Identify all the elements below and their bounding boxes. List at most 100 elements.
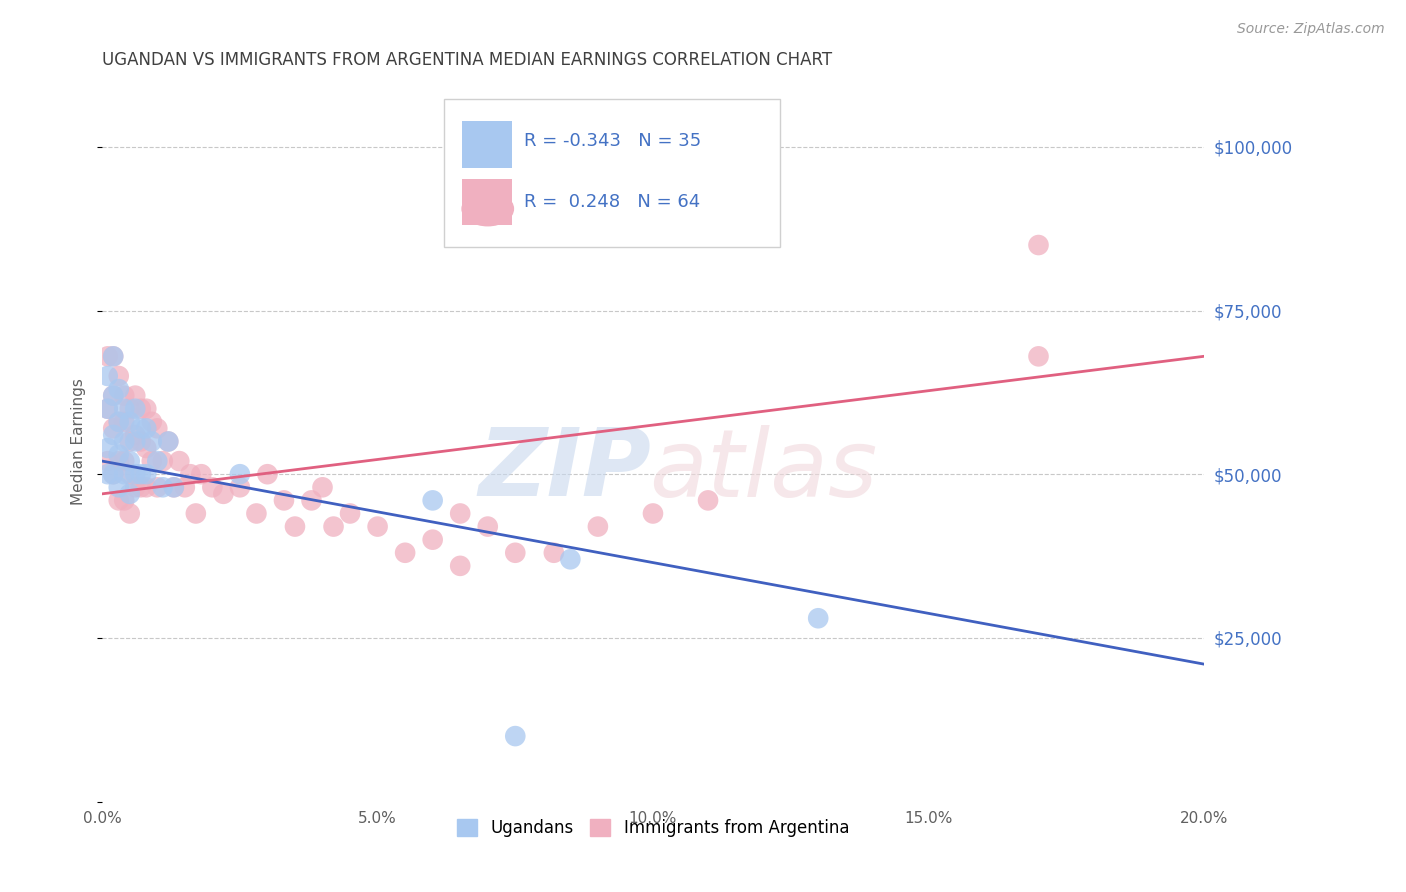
Point bbox=[118, 415, 141, 429]
Point bbox=[503, 546, 526, 560]
Point bbox=[97, 349, 120, 363]
Point bbox=[367, 519, 389, 533]
Point bbox=[184, 507, 207, 521]
Point bbox=[97, 401, 120, 416]
Point bbox=[157, 434, 180, 449]
Point bbox=[97, 401, 120, 416]
Point bbox=[135, 480, 157, 494]
Point bbox=[807, 611, 830, 625]
Point bbox=[586, 519, 609, 533]
Text: atlas: atlas bbox=[650, 425, 877, 516]
Point bbox=[107, 382, 129, 396]
Point bbox=[118, 487, 141, 501]
Point bbox=[560, 552, 582, 566]
Point bbox=[103, 349, 125, 363]
Point bbox=[107, 480, 129, 494]
Point bbox=[118, 434, 141, 449]
Legend: Ugandans, Immigrants from Argentina: Ugandans, Immigrants from Argentina bbox=[450, 812, 856, 844]
Point bbox=[503, 729, 526, 743]
Point bbox=[394, 546, 416, 560]
Point bbox=[103, 467, 125, 482]
Point bbox=[697, 493, 720, 508]
Point bbox=[129, 421, 152, 435]
Point bbox=[124, 434, 146, 449]
Point bbox=[146, 421, 169, 435]
Point bbox=[190, 467, 212, 482]
Point bbox=[273, 493, 295, 508]
Point bbox=[1028, 238, 1050, 252]
Text: R =  0.248   N = 64: R = 0.248 N = 64 bbox=[524, 193, 700, 211]
Point bbox=[422, 533, 444, 547]
Point bbox=[146, 454, 169, 468]
Point bbox=[129, 480, 152, 494]
Point bbox=[141, 415, 163, 429]
Point bbox=[311, 480, 333, 494]
Point bbox=[124, 401, 146, 416]
Point bbox=[107, 415, 129, 429]
Point bbox=[229, 467, 252, 482]
Point bbox=[112, 454, 135, 468]
Point bbox=[97, 441, 120, 455]
Point bbox=[141, 454, 163, 468]
Point bbox=[112, 467, 135, 482]
Point bbox=[146, 480, 169, 494]
Point bbox=[112, 434, 135, 449]
Point bbox=[124, 480, 146, 494]
Point bbox=[152, 454, 174, 468]
Point bbox=[339, 507, 361, 521]
Point bbox=[107, 493, 129, 508]
Point bbox=[301, 493, 323, 508]
Point bbox=[179, 467, 201, 482]
Point bbox=[135, 441, 157, 455]
Point bbox=[107, 369, 129, 384]
Point bbox=[107, 415, 129, 429]
Point bbox=[103, 421, 125, 435]
Point bbox=[201, 480, 224, 494]
Point bbox=[322, 519, 344, 533]
Point bbox=[124, 389, 146, 403]
Point bbox=[112, 389, 135, 403]
Point bbox=[135, 467, 157, 482]
Point bbox=[103, 428, 125, 442]
Point bbox=[135, 421, 157, 435]
Point bbox=[118, 454, 141, 468]
Point bbox=[449, 507, 471, 521]
Point bbox=[107, 448, 129, 462]
Point bbox=[112, 401, 135, 416]
Point bbox=[135, 401, 157, 416]
Point bbox=[163, 480, 186, 494]
Point bbox=[641, 507, 664, 521]
Point bbox=[129, 434, 152, 449]
Point bbox=[129, 401, 152, 416]
Point bbox=[112, 493, 135, 508]
Point bbox=[284, 519, 307, 533]
Y-axis label: Median Earnings: Median Earnings bbox=[72, 378, 86, 505]
Point bbox=[124, 467, 146, 482]
Point bbox=[256, 467, 278, 482]
Point bbox=[449, 558, 471, 573]
FancyBboxPatch shape bbox=[463, 121, 512, 168]
Point bbox=[212, 487, 235, 501]
Point bbox=[1028, 349, 1050, 363]
Point bbox=[245, 507, 267, 521]
Point bbox=[97, 369, 120, 384]
Point bbox=[97, 454, 120, 468]
Point bbox=[112, 415, 135, 429]
Point bbox=[107, 454, 129, 468]
Point bbox=[97, 467, 120, 482]
Point bbox=[103, 389, 125, 403]
Point bbox=[157, 434, 180, 449]
Point bbox=[163, 480, 186, 494]
Point bbox=[173, 480, 195, 494]
Text: UGANDAN VS IMMIGRANTS FROM ARGENTINA MEDIAN EARNINGS CORRELATION CHART: UGANDAN VS IMMIGRANTS FROM ARGENTINA MED… bbox=[103, 51, 832, 69]
Point bbox=[141, 434, 163, 449]
Point bbox=[422, 493, 444, 508]
Point bbox=[152, 480, 174, 494]
Point bbox=[103, 467, 125, 482]
Point bbox=[118, 401, 141, 416]
Point bbox=[124, 428, 146, 442]
Point bbox=[543, 546, 565, 560]
Text: R = -0.343   N = 35: R = -0.343 N = 35 bbox=[524, 132, 702, 150]
FancyBboxPatch shape bbox=[463, 178, 512, 226]
Point bbox=[129, 467, 152, 482]
